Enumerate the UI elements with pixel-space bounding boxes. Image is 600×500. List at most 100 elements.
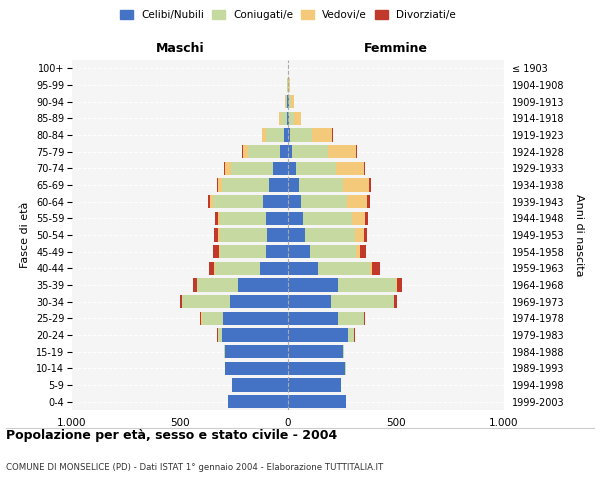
Bar (285, 95, 286, 108)
Bar (288, 278, 338, 291)
Bar (364, 162, 365, 175)
Bar (200, 312, 202, 325)
Bar (238, 278, 288, 291)
Bar (268, 228, 288, 241)
Bar (288, 162, 296, 175)
Bar (367, 195, 370, 208)
Bar (266, 212, 288, 225)
Bar (338, 278, 396, 291)
Bar (288, 312, 338, 325)
Bar (231, 162, 273, 175)
Bar (223, 312, 288, 325)
Bar (193, 278, 197, 291)
Bar (288, 245, 310, 258)
Bar (288, 128, 290, 141)
Bar (303, 212, 352, 225)
Bar (220, 245, 266, 258)
Bar (343, 345, 344, 358)
Bar (370, 262, 372, 275)
Bar (208, 195, 210, 208)
Bar (295, 112, 301, 125)
Bar (219, 245, 220, 258)
Bar (396, 278, 397, 291)
Bar (288, 112, 289, 125)
Bar (301, 195, 347, 208)
Bar (369, 178, 371, 192)
Bar (218, 328, 222, 342)
Bar (288, 195, 301, 208)
Bar (394, 295, 397, 308)
Bar (347, 195, 367, 208)
Bar (230, 295, 288, 308)
Bar (288, 262, 318, 275)
Y-axis label: Fasce di età: Fasce di età (20, 202, 31, 268)
Bar (328, 145, 356, 158)
Bar (269, 178, 288, 192)
Bar (365, 212, 368, 225)
Bar (215, 212, 218, 225)
Bar (287, 95, 288, 108)
Bar (288, 378, 341, 392)
Bar (214, 245, 219, 258)
Bar (361, 245, 366, 258)
Bar (288, 178, 299, 192)
Bar (214, 228, 218, 241)
Bar (224, 345, 226, 358)
Bar (214, 195, 263, 208)
Bar (331, 295, 394, 308)
Bar (263, 195, 288, 208)
Bar (287, 112, 288, 125)
Y-axis label: Anni di nascita: Anni di nascita (574, 194, 584, 276)
Bar (335, 162, 364, 175)
Bar (284, 128, 288, 141)
Bar (179, 295, 182, 308)
Bar (289, 112, 295, 125)
Bar (288, 212, 303, 225)
Bar (218, 178, 222, 192)
Bar (222, 328, 288, 342)
Bar (214, 262, 215, 275)
Bar (291, 95, 294, 108)
Bar (197, 278, 238, 291)
Bar (289, 78, 290, 92)
Bar (288, 328, 349, 342)
Bar (232, 378, 288, 392)
Bar (296, 162, 335, 175)
Bar (226, 345, 288, 358)
Bar (202, 312, 223, 325)
Bar (310, 245, 356, 258)
Bar (288, 295, 331, 308)
Text: Femmine: Femmine (364, 42, 428, 55)
Bar (227, 395, 288, 408)
Bar (288, 95, 289, 108)
Bar (352, 212, 365, 225)
Bar (288, 145, 292, 158)
Bar (372, 262, 380, 275)
Bar (356, 145, 357, 158)
Bar (364, 228, 367, 241)
Legend: Celibi/Nubili, Coniugati/e, Vedovi/e, Divorziati/e: Celibi/Nubili, Coniugati/e, Vedovi/e, Di… (120, 10, 456, 20)
Bar (224, 162, 226, 175)
Bar (266, 245, 288, 258)
Bar (242, 145, 248, 158)
Bar (262, 128, 266, 141)
Bar (318, 262, 370, 275)
Bar (220, 228, 268, 241)
Bar (343, 178, 369, 192)
Bar (288, 362, 345, 375)
Bar (218, 212, 220, 225)
Bar (286, 95, 287, 108)
Bar (281, 112, 287, 125)
Bar (209, 262, 214, 275)
Bar (305, 228, 355, 241)
Bar (226, 362, 288, 375)
Bar (288, 395, 346, 408)
Text: Maschi: Maschi (155, 42, 205, 55)
Bar (290, 128, 312, 141)
Bar (355, 228, 364, 241)
Bar (182, 295, 230, 308)
Bar (226, 162, 231, 175)
Bar (266, 128, 284, 141)
Bar (312, 128, 332, 141)
Bar (288, 345, 343, 358)
